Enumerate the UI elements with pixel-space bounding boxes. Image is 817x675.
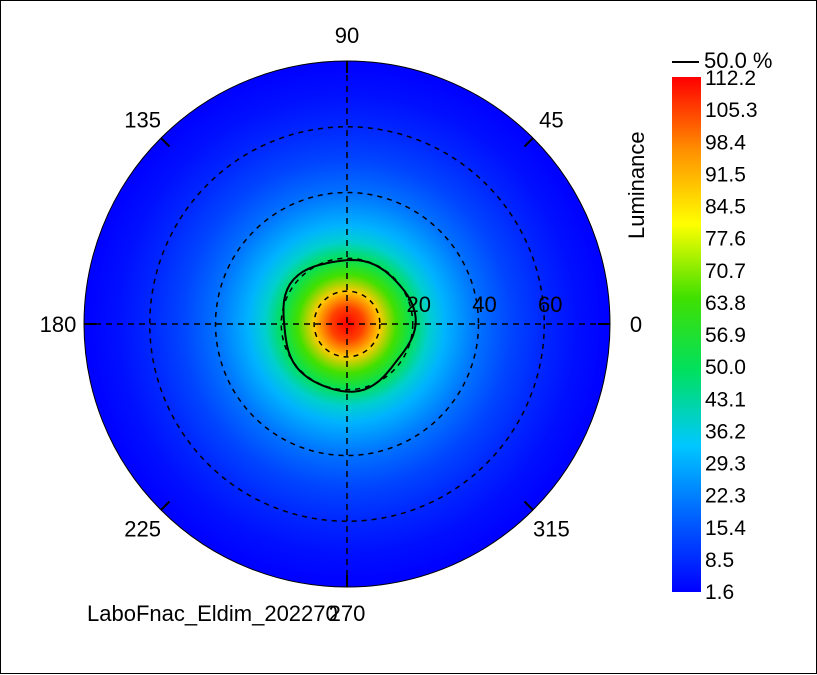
colorbar-gradient [672, 77, 701, 592]
radial-label-60: 60 [538, 292, 562, 317]
colorbar-tick-7: 63.8 [705, 292, 746, 315]
colorbar-title: Luminance [624, 131, 649, 239]
colorbar-tick-0: 112.2 [705, 67, 756, 90]
colorbar-tick-9: 50.0 [705, 356, 746, 379]
grid-circle-10 [313, 290, 381, 358]
angle-label-180: 180 [40, 312, 77, 337]
angle-label-225: 225 [124, 516, 161, 541]
colorbar-tick-6: 70.7 [705, 260, 746, 283]
angular-tick-marks [84, 61, 610, 587]
colorbar-tick-11: 36.2 [705, 420, 746, 443]
angle-label-315: 315 [533, 516, 570, 541]
angle-label-90: 90 [335, 23, 359, 48]
colorbar-tick-15: 8.5 [705, 549, 734, 572]
colorbar-tick-13: 22.3 [705, 485, 746, 508]
angle-tick-mark-45 [523, 137, 534, 148]
angle-label-135: 135 [124, 108, 161, 133]
colorbar-tick-3: 91.5 [705, 163, 746, 186]
angle-tick-mark-225 [160, 500, 171, 511]
grid-circle-60 [149, 126, 545, 522]
colorbar-tick-10: 43.1 [705, 388, 746, 411]
radial-tick-labels: 20 40 60 [407, 292, 563, 317]
legend-label: 50.0 % [704, 48, 773, 73]
radial-label-40: 40 [472, 292, 496, 317]
colorbar-tick-2: 98.4 [705, 131, 746, 154]
footer-label: LaboFnac_Eldim_202270 [87, 601, 338, 626]
colorbar-tick-8: 56.9 [705, 324, 746, 347]
radial-label-20: 20 [407, 292, 431, 317]
colorbar-tick-5: 77.6 [705, 228, 746, 251]
colorbar: 112.2 105.3 98.4 91.5 84.5 77.6 70.7 63.8 56.9 50… [624, 48, 773, 604]
half-max-contour [282, 258, 417, 393]
angle-tick-mark-135 [160, 137, 171, 148]
colorbar-tick-1: 105.3 [705, 99, 758, 122]
polar-plot-area [83, 60, 611, 588]
angle-label-270: 270 [329, 601, 366, 626]
grid-circle-40 [214, 191, 480, 457]
colorbar-tick-14: 15.4 [705, 517, 746, 540]
colorbar-tick-labels: 112.2 105.3 98.4 91.5 84.5 77.6 70.7 63.8 56.9 50… [705, 67, 758, 604]
angle-label-45: 45 [539, 108, 563, 133]
colorbar-tick-12: 29.3 [705, 453, 746, 476]
colorbar-tick-16: 1.6 [705, 581, 734, 604]
angular-tick-labels: 0 45 90 135 180 225 270 315 [40, 23, 642, 626]
grid-circle-20 [280, 257, 414, 391]
radial-grid [149, 126, 545, 522]
angle-tick-mark-315 [523, 500, 534, 511]
colorbar-tick-4: 84.5 [705, 196, 746, 219]
angle-label-0: 0 [630, 312, 642, 337]
